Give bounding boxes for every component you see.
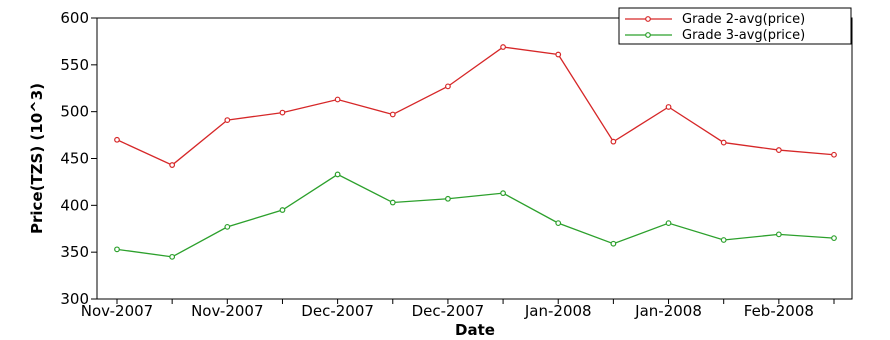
- x-tick-label: Jan-2008: [634, 302, 702, 320]
- y-axis-ticks: 300 350 400 450 500 550 600: [60, 9, 97, 308]
- data-point: [279, 207, 286, 213]
- data-point: [279, 109, 286, 116]
- data-point: [500, 190, 506, 197]
- data-point: [720, 139, 727, 146]
- data-point: [610, 138, 617, 145]
- data-point: [114, 246, 120, 253]
- legend-label: Grade 3-avg(price): [682, 28, 805, 43]
- data-point: [831, 235, 837, 242]
- y-tick-label: 600: [60, 9, 89, 27]
- data-point: [224, 223, 231, 230]
- data-point: [831, 151, 837, 158]
- y-tick-label: 450: [60, 150, 89, 168]
- data-point: [224, 117, 231, 123]
- data-point: [555, 51, 562, 58]
- legend-box: [618, 7, 852, 45]
- data-point: [720, 237, 727, 243]
- data-point: [334, 96, 341, 103]
- x-tick-label: Nov-2007: [81, 302, 153, 320]
- data-point: [334, 171, 341, 178]
- series-line: [116, 173, 835, 258]
- series-layer: [114, 44, 837, 260]
- y-tick-label: 350: [60, 243, 89, 261]
- data-point: [555, 220, 562, 227]
- legend: Grade 2-avg(price)Grade 3-avg(price): [618, 7, 852, 45]
- x-axis-title: Date: [455, 321, 495, 339]
- x-tick-label: Feb-2008: [744, 302, 814, 320]
- data-point: [445, 195, 451, 202]
- data-point: [389, 199, 396, 206]
- y-tick-label: 300: [60, 290, 89, 308]
- data-point: [775, 231, 782, 238]
- data-point: [665, 220, 672, 227]
- x-tick-label: Jan-2008: [524, 302, 592, 320]
- data-point: [389, 111, 396, 118]
- data-point: [775, 147, 782, 153]
- data-point: [445, 83, 451, 90]
- legend-label: Grade 2-avg(price): [682, 12, 805, 27]
- data-point: [114, 136, 120, 143]
- data-point: [665, 104, 672, 110]
- legend-marker: [645, 16, 651, 22]
- y-tick-label: 550: [60, 56, 89, 74]
- y-axis-title: Price(TZS) (10^3): [28, 83, 46, 234]
- data-point: [500, 44, 506, 50]
- y-tick-label: 400: [60, 196, 89, 214]
- x-tick-label: Dec-2007: [301, 302, 374, 320]
- data-point: [610, 240, 617, 247]
- y-tick-label: 500: [60, 103, 89, 121]
- x-tick-label: Dec-2007: [412, 302, 485, 320]
- x-axis-ticks: Nov-2007 Nov-2007 Dec-2007 Dec-2007 Jan-2008…: [81, 299, 835, 320]
- x-tick-label: Nov-2007: [191, 302, 263, 320]
- data-point: [169, 253, 176, 260]
- legend-marker: [645, 32, 651, 38]
- plot-area: [96, 17, 853, 300]
- data-point: [169, 162, 176, 168]
- series-line: [116, 46, 835, 166]
